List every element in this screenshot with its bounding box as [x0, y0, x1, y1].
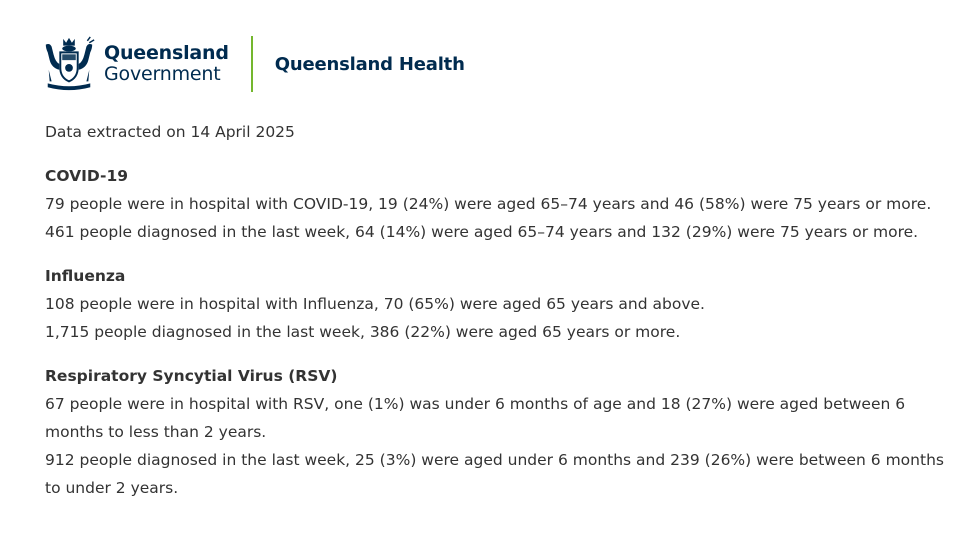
queensland-coat-of-arms-icon [45, 36, 95, 91]
government-wordmark-line2: Government [104, 63, 221, 85]
header-divider [250, 36, 253, 92]
section-heading: Influenza [45, 267, 126, 285]
section-covid-19: COVID-19 79 people were in hospital with… [45, 162, 945, 246]
hospital-stat-line: 108 people were in hospital with Influen… [45, 295, 705, 313]
data-extracted-date: Data extracted on 14 April 2025 [45, 123, 295, 141]
department-name: Queensland Health [274, 53, 465, 75]
site-header: Queensland Government Queensland Health [40, 34, 465, 94]
report-content: Data extracted on 14 April 2025 COVID-19… [45, 118, 945, 518]
section-heading: COVID-19 [45, 167, 129, 185]
diagnosed-stat-line: 912 people diagnosed in the last week, 2… [45, 451, 944, 497]
section-influenza: Influenza 108 people were in hospital wi… [45, 262, 945, 346]
section-heading: Respiratory Syncytial Virus (RSV) [45, 367, 338, 385]
hospital-stat-line: 79 people were in hospital with COVID-19… [45, 195, 932, 213]
section-rsv: Respiratory Syncytial Virus (RSV) 67 peo… [45, 362, 945, 502]
government-wordmark: Queensland Government [104, 43, 229, 84]
government-wordmark-line1: Queensland [104, 42, 229, 65]
diagnosed-stat-line: 461 people diagnosed in the last week, 6… [45, 223, 919, 241]
hospital-stat-line: 67 people were in hospital with RSV, one… [45, 395, 906, 441]
diagnosed-stat-line: 1,715 people diagnosed in the last week,… [45, 323, 681, 341]
